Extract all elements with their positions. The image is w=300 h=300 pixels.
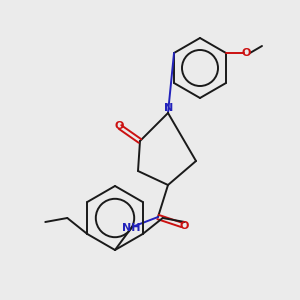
Text: NH: NH (122, 223, 140, 233)
Text: O: O (179, 221, 189, 231)
Text: O: O (114, 121, 124, 131)
Text: N: N (164, 103, 174, 113)
Text: O: O (241, 48, 251, 58)
